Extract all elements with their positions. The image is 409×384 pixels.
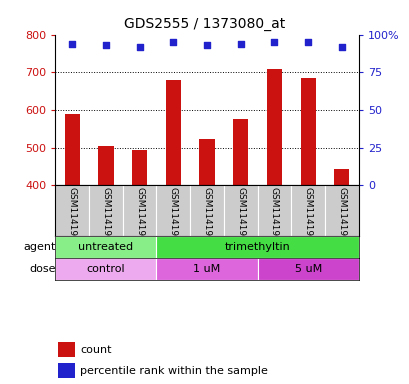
Point bbox=[69, 41, 75, 47]
Bar bbox=[156, 236, 358, 258]
Text: GSM114198: GSM114198 bbox=[101, 187, 110, 242]
Text: GDS2555 / 1373080_at: GDS2555 / 1373080_at bbox=[124, 17, 285, 31]
Bar bbox=[55, 185, 89, 236]
Bar bbox=[165, 80, 180, 185]
Bar bbox=[156, 185, 190, 236]
Point bbox=[102, 42, 109, 48]
Text: count: count bbox=[80, 345, 111, 355]
Text: GSM114191: GSM114191 bbox=[67, 187, 76, 242]
Bar bbox=[65, 114, 80, 185]
Point bbox=[136, 43, 143, 50]
Bar bbox=[58, 342, 75, 357]
Bar bbox=[223, 185, 257, 236]
Text: 5 uM: 5 uM bbox=[294, 264, 321, 274]
Text: trimethyltin: trimethyltin bbox=[224, 242, 290, 252]
Text: agent: agent bbox=[24, 242, 56, 252]
Bar bbox=[156, 258, 257, 280]
Bar bbox=[300, 78, 315, 185]
Text: GSM114196: GSM114196 bbox=[303, 187, 312, 242]
Point bbox=[338, 43, 344, 50]
Bar bbox=[199, 139, 214, 185]
Bar bbox=[55, 236, 156, 258]
Bar bbox=[291, 185, 324, 236]
Text: control: control bbox=[86, 264, 125, 274]
Text: untreated: untreated bbox=[78, 242, 133, 252]
Text: GSM114194: GSM114194 bbox=[202, 187, 211, 242]
Text: percentile rank within the sample: percentile rank within the sample bbox=[80, 366, 267, 376]
Bar bbox=[333, 169, 348, 185]
Point bbox=[170, 39, 176, 45]
Bar bbox=[55, 258, 156, 280]
Bar bbox=[122, 185, 156, 236]
Bar bbox=[58, 363, 75, 378]
Point bbox=[270, 39, 277, 45]
Point bbox=[304, 39, 311, 45]
Text: GSM114193: GSM114193 bbox=[269, 187, 278, 242]
Text: dose: dose bbox=[29, 264, 56, 274]
Text: GSM114195: GSM114195 bbox=[236, 187, 245, 242]
Point bbox=[237, 41, 243, 47]
Text: 1 uM: 1 uM bbox=[193, 264, 220, 274]
Bar bbox=[190, 185, 223, 236]
Text: GSM114192: GSM114192 bbox=[169, 187, 178, 242]
Bar bbox=[233, 119, 248, 185]
Bar bbox=[98, 146, 113, 185]
Bar bbox=[89, 185, 122, 236]
Bar bbox=[257, 185, 291, 236]
Text: GSM114199: GSM114199 bbox=[135, 187, 144, 242]
Point bbox=[203, 42, 210, 48]
Bar bbox=[257, 258, 358, 280]
Bar bbox=[324, 185, 358, 236]
Bar bbox=[132, 151, 147, 185]
Bar bbox=[266, 69, 281, 185]
Text: GSM114197: GSM114197 bbox=[337, 187, 346, 242]
